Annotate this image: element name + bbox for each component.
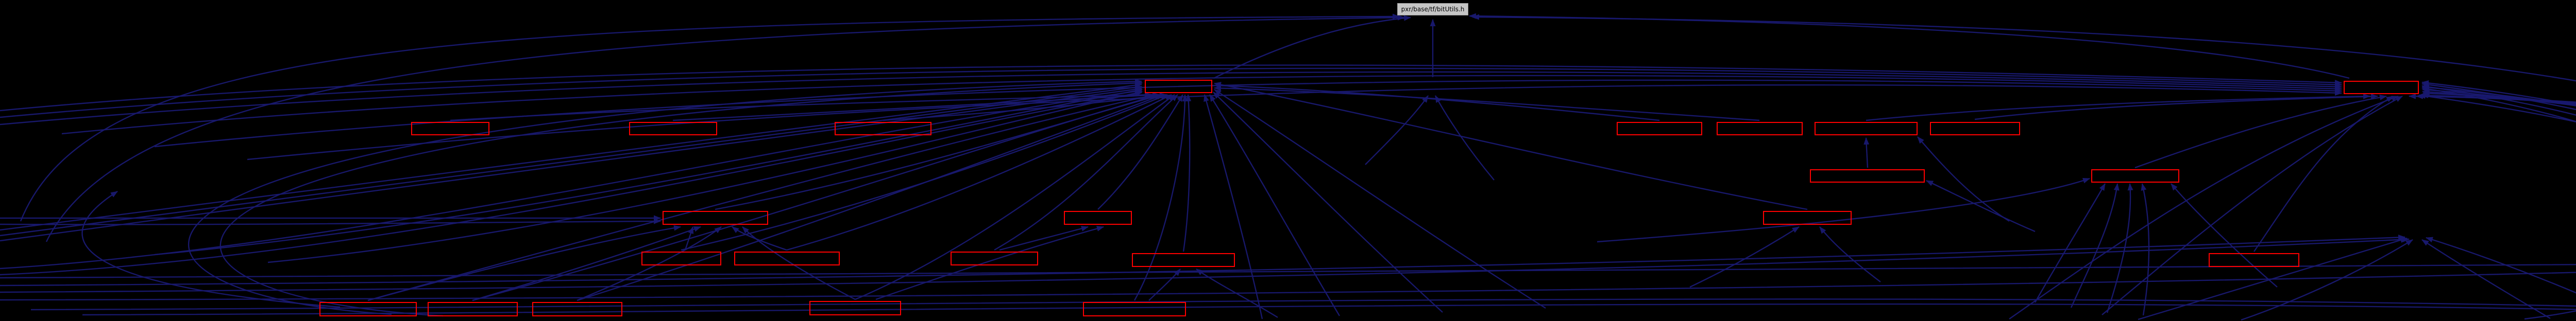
- include-node[interactable]: [2209, 253, 2299, 267]
- include-edge: [2253, 95, 2394, 252]
- include-edge: [2426, 237, 2576, 294]
- include-edge: [0, 272, 2576, 301]
- root-node: pxr/base/tf/bitUtils.h: [1397, 3, 1468, 15]
- include-edge: [219, 80, 1143, 317]
- include-edge: [0, 64, 2342, 112]
- include-edge: [2141, 183, 2150, 316]
- include-edge: [0, 264, 2576, 279]
- include-edge: [1213, 15, 1411, 79]
- include-edge: [2134, 94, 2387, 169]
- include-node[interactable]: [1064, 211, 1132, 225]
- include-edge: [154, 79, 2342, 148]
- include-edge: [30, 298, 2576, 311]
- include-edge: [2171, 183, 2278, 288]
- include-edge: [0, 84, 1142, 237]
- include-edge: [1689, 226, 1800, 288]
- include-node[interactable]: [2344, 81, 2419, 94]
- include-edge: [61, 75, 2342, 135]
- include-node[interactable]: [428, 302, 518, 316]
- include-edge: [1182, 94, 1192, 252]
- include-edge: [1214, 88, 1546, 309]
- include-node[interactable]: [1145, 80, 1212, 93]
- include-edge: [0, 86, 1142, 242]
- include-edge: [1597, 177, 2090, 243]
- root-label: pxr/base/tf/bitUtils.h: [1401, 6, 1465, 13]
- include-edge: [1434, 95, 1495, 181]
- include-node[interactable]: [319, 302, 417, 316]
- include-node[interactable]: [532, 302, 622, 316]
- include-node[interactable]: [1763, 211, 1852, 225]
- include-node[interactable]: [1815, 122, 1918, 135]
- include-edge: [1863, 137, 1870, 168]
- include-edge: [267, 90, 1143, 263]
- include-edge: [1365, 95, 1429, 165]
- include-node[interactable]: [641, 252, 721, 265]
- include-edge: [577, 226, 722, 301]
- include-edge: [1204, 94, 1263, 319]
- include-node[interactable]: [951, 252, 1038, 265]
- include-edge: [0, 91, 1142, 276]
- include-node[interactable]: [1132, 253, 1235, 267]
- include-node[interactable]: [663, 211, 768, 225]
- include-node[interactable]: [1717, 122, 1803, 135]
- include-edge: [1866, 93, 2370, 121]
- include-node[interactable]: [629, 122, 717, 135]
- include-edge: [20, 13, 1400, 222]
- include-edge: [0, 237, 2410, 293]
- include-edge: [1213, 92, 1443, 313]
- include-node[interactable]: [2091, 169, 2179, 183]
- include-edge: [1472, 14, 2576, 82]
- include-edge: [1214, 82, 1808, 210]
- include-edge: [188, 78, 1142, 315]
- include-edge: [1819, 226, 1881, 282]
- include-edge: [81, 190, 341, 308]
- include-edge: [2106, 183, 2133, 313]
- include-node[interactable]: [1930, 122, 2020, 135]
- include-edge: [786, 94, 1172, 251]
- include-edge: [681, 94, 1168, 251]
- include-edge: [1926, 180, 2036, 233]
- include-node[interactable]: [411, 122, 489, 135]
- include-edge: [715, 94, 1163, 210]
- include-edge: [2102, 95, 2403, 315]
- include-edge: [999, 226, 1089, 251]
- include-edge: [0, 218, 661, 225]
- include-node[interactable]: [835, 122, 931, 135]
- include-edge: [367, 225, 681, 301]
- include-edge: [472, 226, 701, 301]
- include-edge: [2138, 237, 2408, 320]
- include-edge: [1974, 93, 2378, 120]
- include-edge: [1097, 94, 1184, 210]
- include-edge: [45, 14, 1405, 242]
- include-edge: [367, 93, 1156, 301]
- include-edge: [1209, 94, 1341, 316]
- include-edge: [1917, 136, 2010, 222]
- include-node[interactable]: [734, 252, 840, 265]
- include-edge: [247, 84, 2342, 160]
- include-edge: [684, 226, 694, 251]
- include-node[interactable]: [1617, 122, 1702, 135]
- include-edge: [1133, 94, 1188, 301]
- include-edge: [994, 94, 1178, 251]
- include-edge: [2009, 95, 2399, 319]
- include-node[interactable]: [1083, 302, 1186, 316]
- include-node[interactable]: [809, 301, 901, 315]
- include-edge: [0, 67, 2342, 118]
- include-edge: [154, 87, 1143, 256]
- include-edge: [577, 94, 1164, 301]
- include-edge: [2034, 183, 2106, 303]
- include-edge: [0, 71, 2342, 126]
- include-edge: [82, 303, 2576, 316]
- include-edge: [0, 235, 2405, 287]
- include-edge: [875, 226, 1104, 300]
- include-node[interactable]: [1810, 169, 1925, 183]
- include-edge: [1196, 269, 1278, 318]
- include-edge: [742, 226, 856, 300]
- include-edge: [855, 94, 1175, 300]
- include-edge: [1214, 85, 1760, 121]
- include-edge: [2070, 183, 2120, 308]
